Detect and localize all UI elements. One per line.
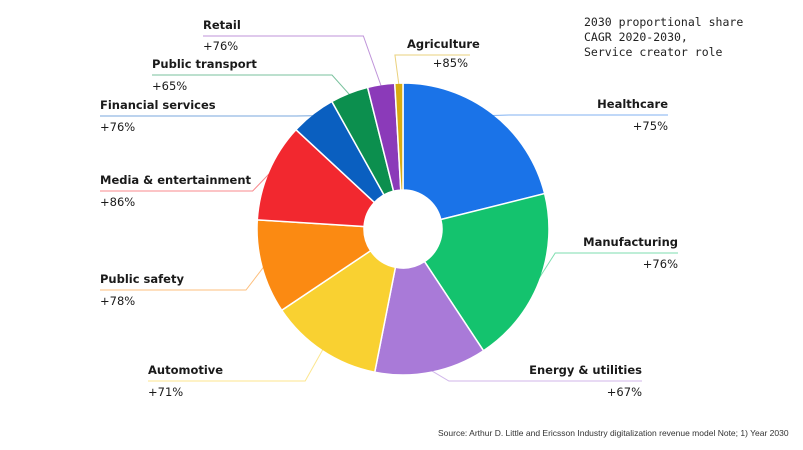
slice-label: Retail	[203, 18, 241, 32]
slice-cagr: +65%	[152, 79, 187, 93]
slice-cagr: +76%	[100, 120, 135, 134]
slice-manufacturing	[423, 192, 550, 352]
slice-cagr: +75%	[633, 119, 668, 133]
slice-agriculture	[393, 82, 404, 191]
chart-note: 2030 proportional share CAGR 2020-2030, …	[584, 15, 743, 60]
slice-automotive	[280, 249, 397, 374]
leader-line	[100, 171, 272, 192]
slice-cagr: +78%	[100, 294, 135, 308]
slice-label: Media & entertainment	[100, 173, 252, 187]
slice-cagr: +71%	[148, 385, 183, 399]
slice-label: Agriculture	[407, 37, 480, 51]
slice-cagr: +86%	[100, 195, 135, 209]
slice-label: Public transport	[152, 57, 257, 71]
slice-label: Manufacturing	[583, 235, 678, 249]
slice-healthcare	[402, 82, 546, 221]
leader-line	[536, 252, 678, 282]
slice-cagr: +76%	[203, 39, 238, 53]
leader-line	[100, 266, 265, 291]
note-line-2: CAGR 2020-2030,	[584, 30, 688, 44]
leader-line	[394, 54, 470, 86]
slice-label: Energy & utilities	[529, 363, 642, 377]
leader-line	[148, 348, 324, 382]
slice-label: Financial services	[100, 98, 216, 112]
source-note: Source: Arthur D. Little and Ericsson In…	[438, 428, 789, 438]
leader-line	[203, 35, 382, 87]
slice-cagr: +67%	[607, 385, 642, 399]
slice-label: Automotive	[148, 363, 223, 377]
slice-public-safety	[256, 219, 372, 312]
note-line-3: Service creator role	[584, 45, 723, 59]
slice-energy-utilities	[373, 260, 485, 376]
slice-label: Healthcare	[597, 97, 668, 111]
slice-cagr: +85%	[433, 56, 468, 70]
leader-line	[430, 369, 642, 382]
slice-cagr: +76%	[643, 257, 678, 271]
leader-line	[152, 74, 351, 96]
slice-label: Public safety	[100, 272, 184, 286]
note-line-1: 2030 proportional share	[584, 15, 744, 29]
